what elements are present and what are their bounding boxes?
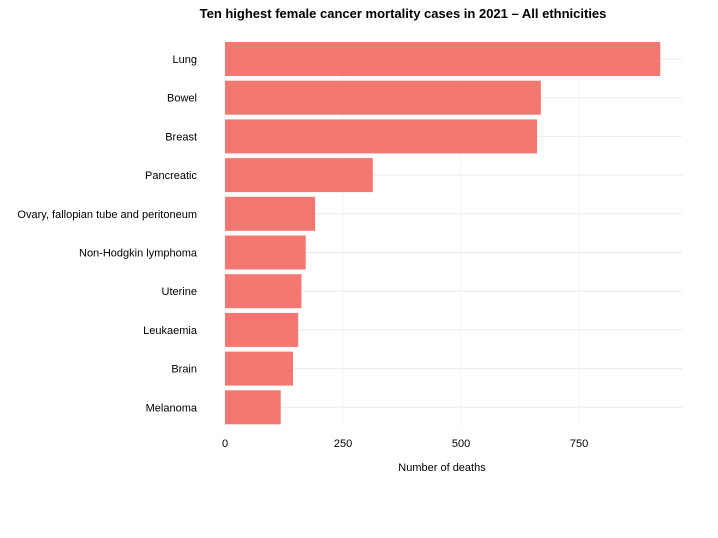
- x-tick-label: 750: [570, 438, 588, 450]
- bar: [225, 351, 293, 386]
- category-label: Ovary, fallopian tube and peritoneum: [17, 209, 197, 221]
- x-tick-label: 0: [222, 438, 228, 450]
- bar: [225, 158, 373, 193]
- category-label: Lung: [173, 54, 197, 66]
- bar: [225, 196, 316, 231]
- bar: [225, 274, 302, 309]
- bar: [225, 312, 299, 347]
- chart-title: Ten highest female cancer mortality case…: [200, 6, 607, 21]
- category-label: Leukaemia: [143, 325, 198, 337]
- bar: [225, 119, 538, 154]
- bar: [225, 80, 541, 115]
- bar: [225, 390, 281, 425]
- category-label: Non-Hodgkin lymphoma: [79, 248, 198, 260]
- bar: [225, 42, 661, 76]
- bar: [225, 235, 306, 270]
- category-label: Brain: [171, 364, 197, 376]
- x-tick-label: 250: [334, 438, 352, 450]
- x-axis-label: Number of deaths: [398, 462, 486, 474]
- category-label: Melanoma: [146, 402, 198, 414]
- category-label: Uterine: [162, 286, 197, 298]
- category-label: Breast: [165, 131, 197, 143]
- category-label: Pancreatic: [145, 170, 197, 182]
- x-tick-label: 500: [452, 438, 470, 450]
- category-label: Bowel: [167, 93, 197, 105]
